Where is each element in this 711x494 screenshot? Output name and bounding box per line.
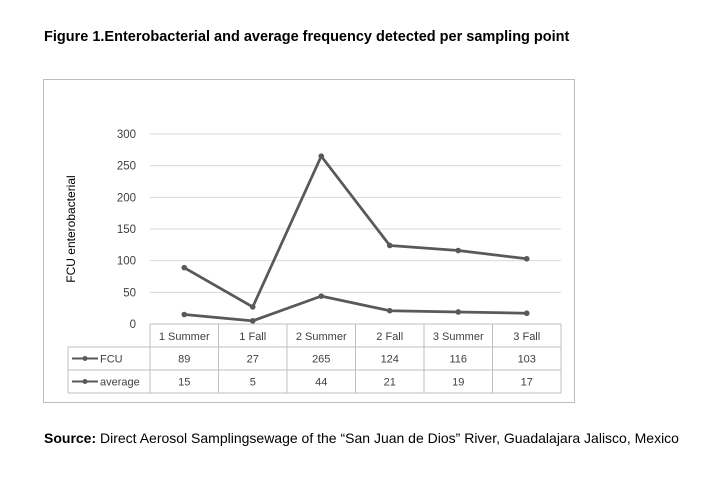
data-table-value: 124 [381, 354, 399, 366]
legend-key-marker [82, 379, 88, 384]
data-point-FCU [523, 255, 530, 262]
y-tick-label: 200 [117, 192, 136, 204]
legend-series-name: FCU [100, 354, 123, 366]
y-tick-label: 0 [130, 319, 136, 331]
x-category-label: 2 Summer [296, 331, 347, 343]
data-table-value: 265 [312, 354, 330, 366]
y-tick-label: 50 [123, 287, 136, 299]
data-point-average [249, 318, 256, 324]
data-point-FCU [318, 153, 325, 159]
data-table-value: 103 [518, 354, 536, 366]
data-table-value: 21 [384, 377, 396, 389]
data-table-value: 17 [521, 377, 533, 389]
data-point-average [318, 293, 325, 299]
data-table-value: 44 [315, 377, 327, 389]
source-note: Source: Direct Aerosol Samplingsewage of… [44, 430, 694, 447]
series-line-FCU [182, 154, 529, 309]
data-point-FCU [181, 264, 188, 271]
x-category-label: 3 Summer [433, 331, 484, 343]
data-table-value: 15 [178, 377, 190, 389]
x-category-label: 1 Summer [159, 331, 210, 343]
legend-series-name: average [100, 377, 140, 389]
data-table-value: 27 [247, 354, 259, 366]
data-table-value: 5 [250, 377, 256, 389]
legend-key-marker [82, 356, 88, 361]
chart-frame [43, 79, 575, 403]
data-table-value: 89 [178, 354, 190, 366]
x-category-label: 1 Fall [239, 331, 266, 343]
source-text: Direct Aerosol Samplingsewage of the “Sa… [96, 430, 679, 446]
data-point-average [455, 309, 462, 315]
data-point-average [523, 310, 530, 317]
data-table-value: 116 [449, 354, 467, 366]
data-table-value: 19 [452, 377, 464, 389]
y-tick-label: 300 [117, 129, 136, 141]
x-category-label: 2 Fall [376, 331, 403, 343]
y-tick-label: 150 [117, 224, 136, 236]
series-line-average [182, 294, 529, 323]
y-tick-label: 100 [117, 256, 136, 268]
data-point-FCU [249, 304, 256, 310]
figure-title: Figure 1.Enterobacterial and average fre… [44, 29, 570, 45]
data-point-average [181, 311, 188, 318]
y-tick-label: 250 [117, 161, 136, 173]
data-point-average [386, 307, 393, 314]
source-label: Source: [44, 430, 97, 446]
data-point-FCU [455, 247, 462, 254]
x-category-label: 3 Fall [513, 331, 540, 343]
data-point-FCU [386, 242, 393, 249]
y-axis-label: FCU enterobacterial [64, 175, 78, 282]
